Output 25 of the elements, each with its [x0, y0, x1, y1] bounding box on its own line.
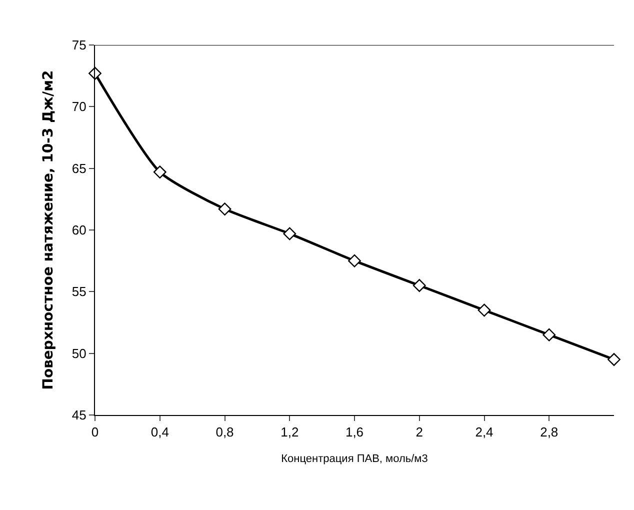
x-tick-label: 2,8	[540, 424, 558, 440]
point	[283, 227, 296, 240]
x-axis-title: Концентрация ПАВ, моль/м3	[281, 452, 428, 465]
y-axis-title: Поверхностное натяжение, 10-3 Дж/м2	[40, 70, 57, 390]
x-tick-label: 1,6	[345, 424, 364, 440]
y-tick-label: 50	[72, 346, 86, 361]
x-tick-label: 0	[91, 424, 99, 440]
y-tick-label: 55	[72, 284, 86, 300]
y-tick-label: 60	[72, 222, 86, 238]
y-tick-label: 75	[72, 38, 86, 53]
point	[412, 279, 426, 292]
x-tick-label: 1,2	[280, 424, 299, 440]
x-tick-label: 2	[416, 424, 423, 440]
y-tick-label: 65	[72, 160, 86, 176]
point	[478, 304, 491, 317]
point	[153, 166, 166, 178]
x-tick-label: 0,4	[150, 424, 169, 440]
point	[542, 328, 556, 342]
point	[608, 353, 620, 366]
x-tick-label: 0,8	[216, 424, 234, 440]
y-tick-label: 45	[72, 408, 86, 423]
x-tick-label: 2,4	[475, 424, 494, 440]
y-tick-label: 70	[72, 99, 86, 114]
point	[218, 202, 232, 216]
point	[348, 254, 361, 268]
